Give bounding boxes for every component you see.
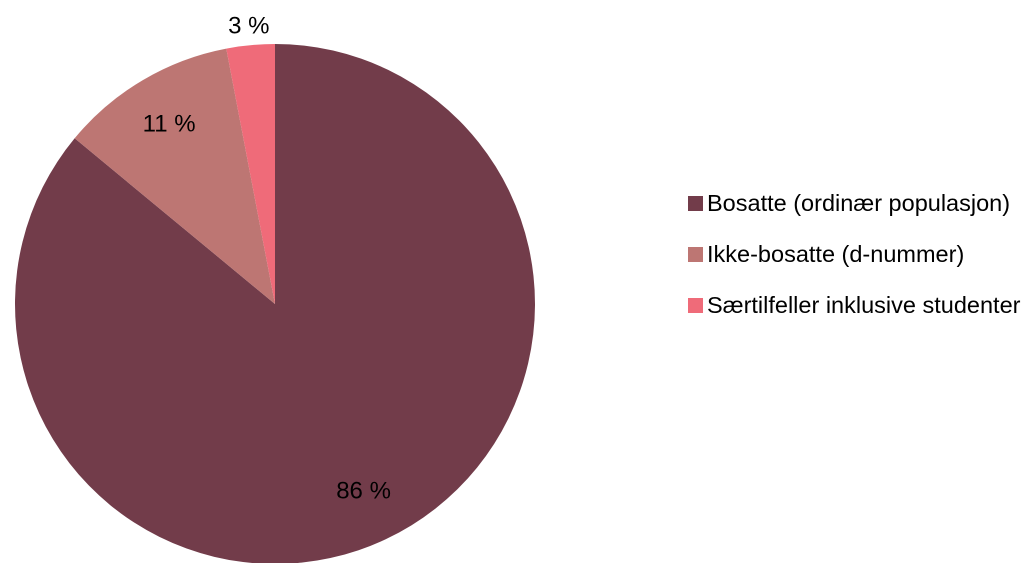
pie-slice xyxy=(74,48,275,304)
data-label: 11 % xyxy=(143,110,196,137)
legend-swatch xyxy=(688,196,703,211)
legend-item: Ikke-bosatte (d-nummer) xyxy=(688,236,1033,273)
legend-swatch xyxy=(688,247,703,262)
pie-slice xyxy=(15,44,535,563)
data-label: 3 % xyxy=(228,12,269,39)
legend-item: Bosatte (ordinær populasjon) xyxy=(688,185,1033,222)
data-label: 86 % xyxy=(336,478,391,505)
legend-label: Bosatte (ordinær populasjon) xyxy=(707,190,1011,216)
pie-slice xyxy=(226,44,275,304)
legend-swatch xyxy=(688,298,703,313)
legend-label: Særtilfeller inklusive studenter xyxy=(707,292,1021,318)
legend-item: Særtilfeller inklusive studenter xyxy=(688,287,1033,324)
legend-label: Ikke-bosatte (d-nummer) xyxy=(707,241,965,267)
legend: Bosatte (ordinær populasjon) Ikke-bosatte… xyxy=(688,185,1033,338)
